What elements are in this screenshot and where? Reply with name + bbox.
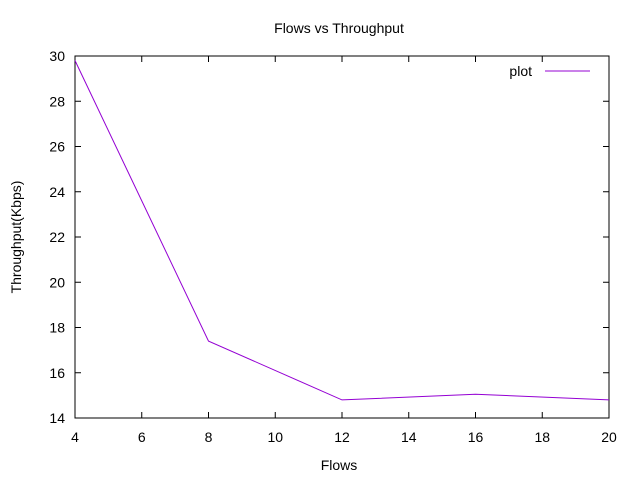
y-tick-label: 22 (49, 229, 65, 245)
y-tick-label: 30 (49, 48, 65, 64)
x-tick-label: 6 (138, 429, 146, 445)
y-tick-label: 18 (49, 320, 65, 336)
legend-label-plot: plot (509, 63, 532, 79)
x-tick-label: 10 (267, 429, 283, 445)
y-tick-label: 26 (49, 139, 65, 155)
legend: plot (509, 63, 590, 79)
x-tick-label: 14 (401, 429, 417, 445)
y-tick-label: 14 (49, 410, 65, 426)
axis-ticks (74, 55, 610, 419)
series-line-0 (74, 60, 610, 401)
y-tick-label: 16 (49, 365, 65, 381)
chart-title: Flows vs Throughput (274, 20, 404, 36)
x-tick-label: 4 (71, 429, 79, 445)
plot-area-frame (74, 55, 610, 419)
x-tick-label: 20 (601, 429, 617, 445)
y-tick-label: 28 (49, 93, 65, 109)
x-tick-label: 12 (334, 429, 350, 445)
x-tick-label: 8 (205, 429, 213, 445)
y-axis-title: Throughput(Kbps) (8, 181, 24, 294)
y-tick-label: 24 (49, 184, 65, 200)
x-tick-label: 18 (534, 429, 550, 445)
axis-tick-labels: 4 6 8 10 12 14 16 18 20 14 16 18 20 22 24 26 28 30 (49, 48, 617, 445)
x-tick-label: 16 (468, 429, 484, 445)
y-tick-label: 20 (49, 274, 65, 290)
series-lines (74, 60, 610, 401)
x-axis-title: Flows (321, 457, 358, 473)
